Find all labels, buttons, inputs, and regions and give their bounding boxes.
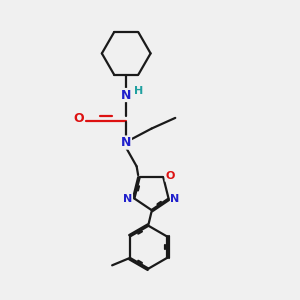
Text: O: O xyxy=(74,112,84,125)
Text: H: H xyxy=(134,85,143,96)
Text: O: O xyxy=(165,171,175,181)
Text: N: N xyxy=(121,88,131,101)
Text: N: N xyxy=(121,136,131,149)
Text: N: N xyxy=(170,194,180,204)
Text: N: N xyxy=(123,194,133,204)
